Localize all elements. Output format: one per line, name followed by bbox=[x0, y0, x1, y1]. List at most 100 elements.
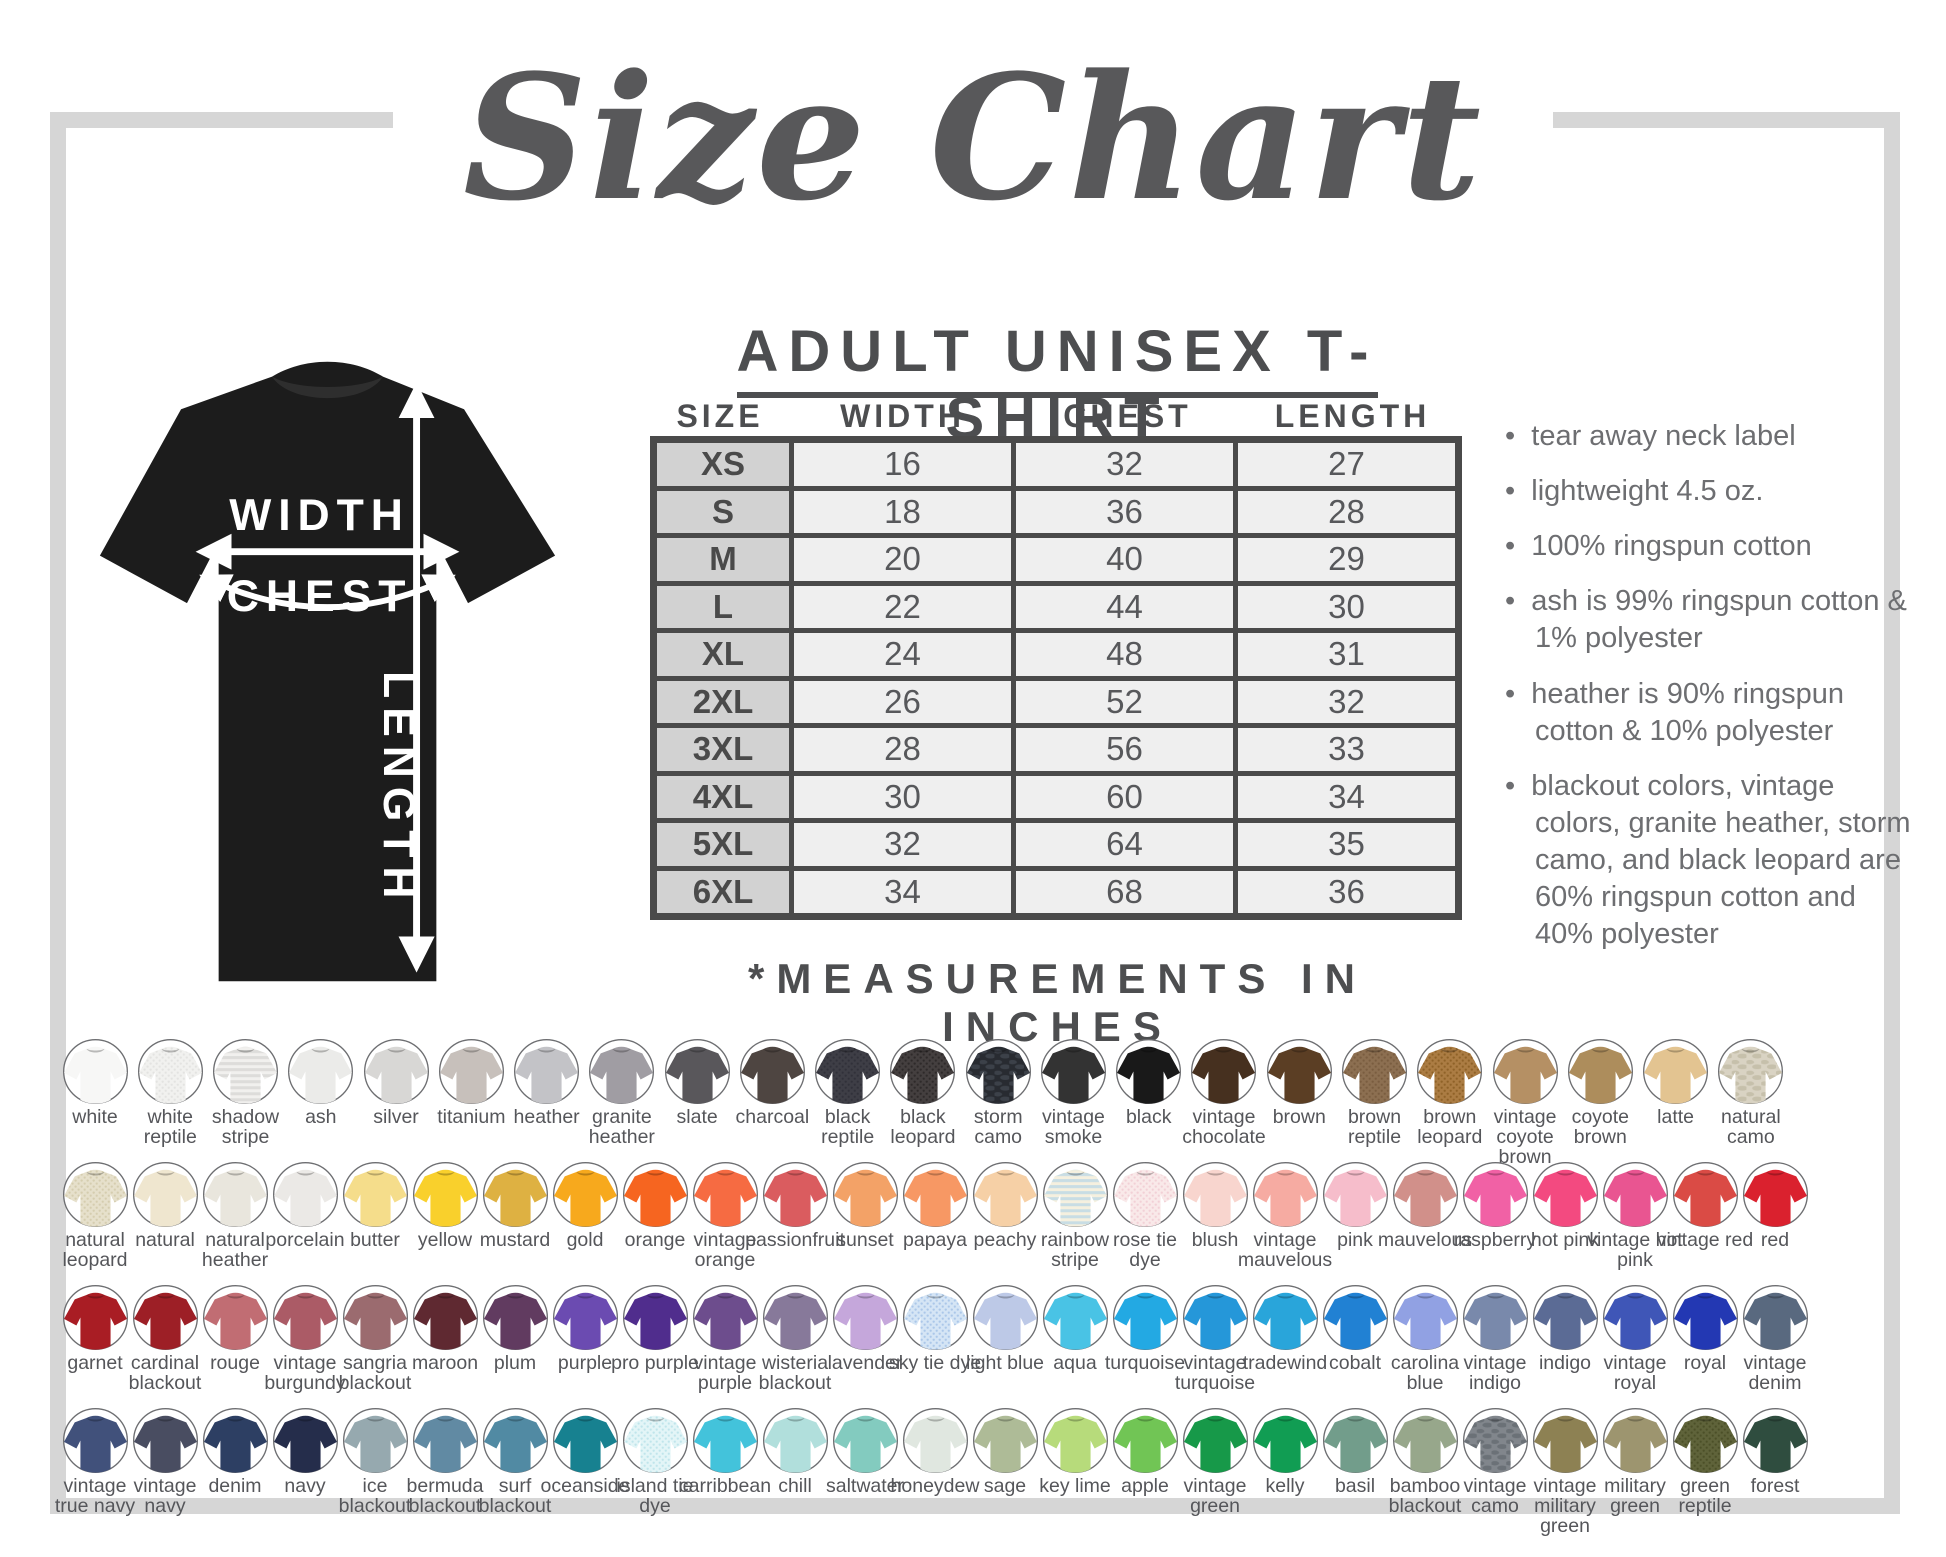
color-swatch-butter: butter bbox=[340, 1161, 410, 1284]
color-swatch-vintage-camo: vintage camo bbox=[1460, 1407, 1530, 1530]
color-swatch-label: vintage mauvelous bbox=[1237, 1229, 1333, 1272]
color-swatch-cardinal-blackout: cardinal blackout bbox=[129, 1284, 201, 1407]
swatch-shirt-icon bbox=[1392, 1285, 1458, 1350]
color-swatch-label: navy bbox=[284, 1475, 326, 1497]
measurement-cell: 28 bbox=[789, 723, 1016, 776]
color-swatch-label: military green bbox=[1604, 1475, 1666, 1518]
length-label: LENGTH bbox=[374, 671, 423, 907]
swatch-shirt-icon bbox=[832, 1162, 898, 1227]
color-swatch-label: vintage orange bbox=[693, 1229, 757, 1272]
color-swatch-indigo: indigo bbox=[1530, 1284, 1600, 1407]
color-swatch-tradewind: tradewind bbox=[1243, 1284, 1327, 1407]
measurement-cell: 30 bbox=[789, 770, 1016, 823]
size-table-row: S 18 36 28 bbox=[651, 485, 1461, 538]
swatch-shirt-icon bbox=[664, 1039, 730, 1104]
color-swatch-passionfruit: passionfruit bbox=[745, 1161, 845, 1284]
color-swatch-label: hot pink bbox=[1530, 1229, 1600, 1251]
swatch-shirt-icon bbox=[272, 1408, 338, 1473]
color-swatch-natural: natural bbox=[130, 1161, 200, 1284]
color-swatch-label: black reptile bbox=[821, 1106, 875, 1149]
color-swatch-denim: denim bbox=[200, 1407, 270, 1530]
color-swatch-label: rouge bbox=[210, 1352, 260, 1374]
tshirt-measurement-diagram: WIDTH CHEST LENGTH bbox=[99, 361, 556, 982]
color-swatch-label: blush bbox=[1191, 1229, 1239, 1251]
color-swatch-storm-camo: storm camo bbox=[963, 1038, 1033, 1161]
color-swatch-label: pink bbox=[1337, 1229, 1373, 1251]
swatch-shirt-icon bbox=[972, 1162, 1038, 1227]
color-swatch-label: vintage coyote brown bbox=[1493, 1106, 1557, 1169]
color-swatch-label: island tie dye bbox=[616, 1475, 694, 1518]
color-swatch-maroon: maroon bbox=[410, 1284, 480, 1407]
color-swatch-honeydew: honeydew bbox=[891, 1407, 979, 1530]
swatch-shirt-icon bbox=[902, 1162, 968, 1227]
color-swatch-label: heather bbox=[513, 1106, 580, 1128]
swatch-shirt-icon bbox=[1182, 1285, 1248, 1350]
color-swatch-peachy: peachy bbox=[970, 1161, 1040, 1284]
swatch-shirt-icon bbox=[62, 1285, 128, 1350]
color-swatch-light-blue: light blue bbox=[966, 1284, 1044, 1407]
swatch-shirt-icon bbox=[1742, 1162, 1808, 1227]
swatch-row: garnet cardinal blackout rouge vintage burg… bbox=[60, 1284, 1808, 1407]
swatch-shirt-icon bbox=[1182, 1162, 1248, 1227]
swatch-shirt-icon bbox=[1112, 1285, 1178, 1350]
color-swatch-bermuda-blackout: bermuda blackout bbox=[407, 1407, 483, 1530]
swatch-shirt-icon bbox=[739, 1039, 805, 1104]
size-cell: 4XL bbox=[651, 770, 794, 823]
swatch-row: white white reptile shadow stripe ash silver… bbox=[60, 1038, 1786, 1167]
color-swatch-label: surf blackout bbox=[478, 1475, 552, 1518]
color-swatch-military-green: military green bbox=[1600, 1407, 1670, 1530]
measurement-cell: 32 bbox=[1233, 675, 1461, 728]
color-swatch-label: turquoise bbox=[1104, 1352, 1186, 1374]
color-swatch-hot-pink: hot pink bbox=[1530, 1161, 1600, 1284]
color-swatch-oceanside: oceanside bbox=[541, 1407, 629, 1530]
color-swatch-coyote-brown: coyote brown bbox=[1565, 1038, 1635, 1161]
color-swatch-purple: purple bbox=[550, 1284, 620, 1407]
measurement-cell: 40 bbox=[1011, 533, 1238, 586]
color-swatch-label: sky tie dye bbox=[888, 1352, 982, 1374]
color-swatch-label: tradewind bbox=[1242, 1352, 1328, 1374]
color-swatch-silver: silver bbox=[361, 1038, 431, 1161]
color-swatch-label: slate bbox=[676, 1106, 718, 1128]
color-swatch-black-reptile: black reptile bbox=[813, 1038, 883, 1161]
swatch-shirt-icon bbox=[1392, 1162, 1458, 1227]
swatch-shirt-icon bbox=[762, 1162, 828, 1227]
swatch-shirt-icon bbox=[972, 1285, 1038, 1350]
color-swatch-label: honeydew bbox=[890, 1475, 980, 1497]
color-swatch-cobalt: cobalt bbox=[1320, 1284, 1390, 1407]
swatch-shirt-icon bbox=[1392, 1408, 1458, 1473]
swatch-shirt-icon bbox=[132, 1162, 198, 1227]
color-swatch-kelly: kelly bbox=[1250, 1407, 1320, 1530]
color-swatch-label: natural heather bbox=[201, 1229, 269, 1272]
swatch-shirt-icon bbox=[202, 1162, 268, 1227]
swatch-shirt-icon bbox=[1742, 1408, 1808, 1473]
color-swatch-vintage-coyote-brown: vintage coyote brown bbox=[1490, 1038, 1560, 1167]
swatch-shirt-icon bbox=[1322, 1408, 1388, 1473]
measurement-cell: 56 bbox=[1011, 723, 1238, 776]
measurements-note: *MEASUREMENTS IN INCHES bbox=[747, 955, 1368, 1050]
swatch-shirt-icon bbox=[622, 1285, 688, 1350]
chest-label: CHEST bbox=[227, 572, 413, 621]
swatch-shirt-icon bbox=[1252, 1408, 1318, 1473]
measurement-cell: 36 bbox=[1011, 485, 1238, 538]
color-swatch-vintage-indigo: vintage indigo bbox=[1460, 1284, 1530, 1407]
color-swatch-label: vintage royal bbox=[1603, 1352, 1667, 1395]
color-swatch-mauvelous: mauvelous bbox=[1378, 1161, 1472, 1284]
color-swatch-label: maroon bbox=[411, 1352, 479, 1374]
color-swatch-label: storm camo bbox=[973, 1106, 1023, 1149]
size-table-row: 6XL 34 68 36 bbox=[651, 865, 1461, 919]
size-table-row: 4XL 30 60 34 bbox=[651, 770, 1461, 823]
color-swatch-sunset: sunset bbox=[830, 1161, 900, 1284]
size-cell: XL bbox=[651, 628, 794, 681]
color-swatch-sangria-blackout: sangria blackout bbox=[339, 1284, 411, 1407]
color-swatch-vintage-hot-pink: vintage hot pink bbox=[1587, 1161, 1683, 1284]
swatch-shirt-icon bbox=[1116, 1039, 1182, 1104]
feature-item: 100% ringspun cotton bbox=[1505, 528, 1917, 565]
color-swatch-vintage-military-green: vintage military green bbox=[1530, 1407, 1600, 1536]
swatch-shirt-icon bbox=[1672, 1408, 1738, 1473]
swatch-shirt-icon bbox=[965, 1039, 1031, 1104]
swatch-shirt-icon bbox=[342, 1285, 408, 1350]
swatch-shirt-icon bbox=[1252, 1162, 1318, 1227]
swatch-row: natural leopard natural natural heather por… bbox=[60, 1161, 1808, 1284]
color-swatch-label: carolina blue bbox=[1390, 1352, 1460, 1395]
color-swatch-label: vintage navy bbox=[133, 1475, 197, 1518]
